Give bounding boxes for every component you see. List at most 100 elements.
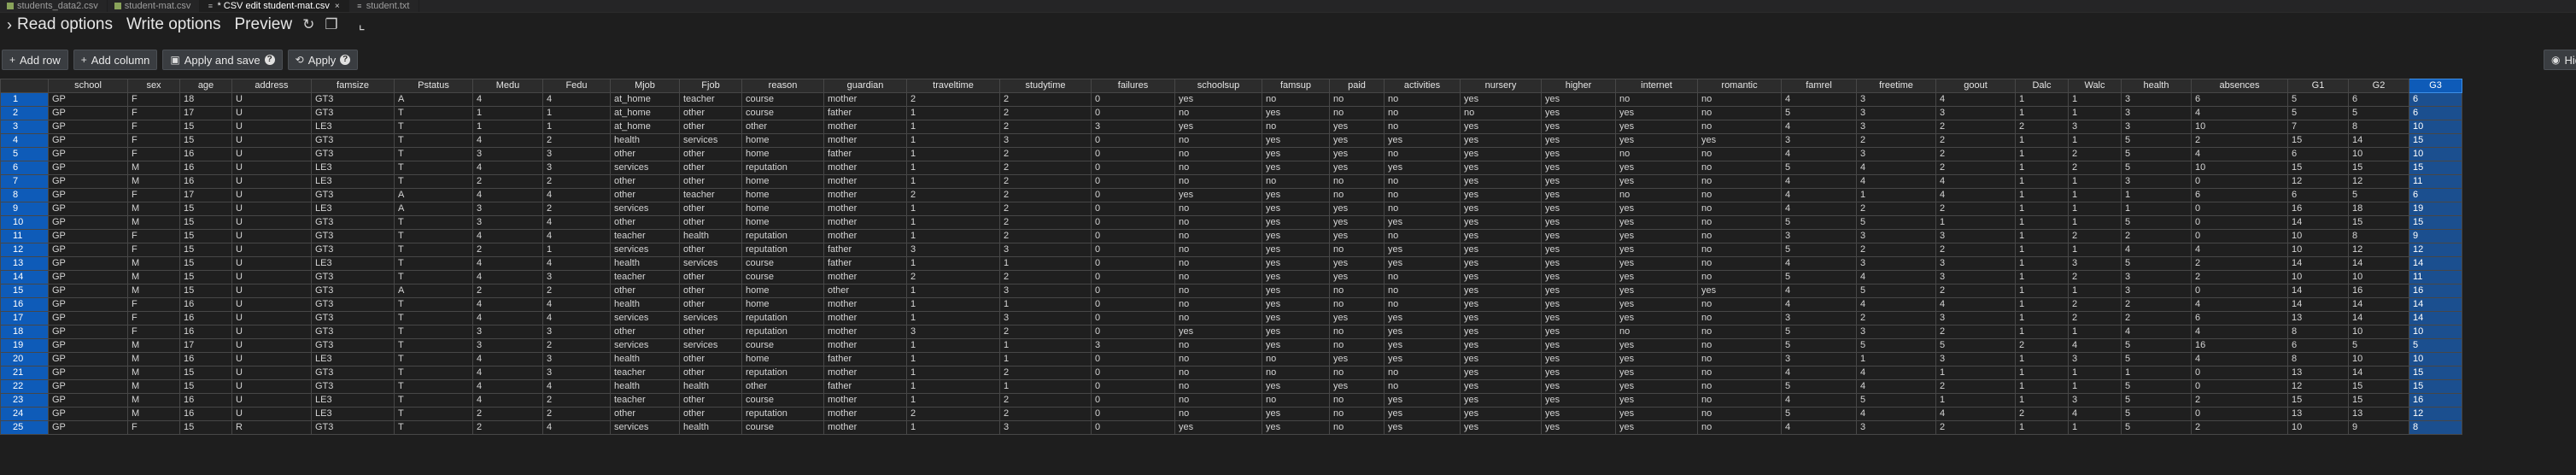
- table-cell[interactable]: T: [394, 215, 473, 230]
- table-cell[interactable]: U: [231, 311, 312, 325]
- table-cell[interactable]: 0: [1091, 243, 1175, 257]
- table-cell[interactable]: 2: [2121, 297, 2192, 312]
- table-cell[interactable]: 2: [1935, 133, 2016, 148]
- table-cell[interactable]: other: [679, 297, 742, 312]
- row-index-cell[interactable]: 21: [0, 366, 49, 380]
- table-cell[interactable]: no: [1174, 202, 1262, 216]
- table-cell[interactable]: 15: [179, 133, 232, 148]
- table-cell[interactable]: LE3: [311, 256, 395, 271]
- table-cell[interactable]: yes: [1329, 311, 1385, 325]
- table-cell[interactable]: 5: [2121, 256, 2192, 271]
- table-cell[interactable]: teacher: [610, 393, 680, 408]
- table-cell[interactable]: yes: [1615, 202, 1698, 216]
- table-cell[interactable]: M: [127, 174, 180, 189]
- table-cell[interactable]: other: [679, 325, 742, 339]
- table-cell[interactable]: 5: [2348, 338, 2409, 353]
- table-cell[interactable]: GP: [48, 270, 128, 284]
- table-cell[interactable]: no: [1384, 147, 1461, 161]
- table-cell[interactable]: yes: [1329, 215, 1385, 230]
- table-cell[interactable]: U: [231, 379, 312, 394]
- table-cell[interactable]: 1: [2015, 243, 2069, 257]
- table-cell[interactable]: 1: [906, 393, 1000, 408]
- table-cell[interactable]: 1: [906, 202, 1000, 216]
- table-cell[interactable]: yes: [1262, 202, 1330, 216]
- table-cell[interactable]: services: [679, 133, 742, 148]
- table-cell[interactable]: 1: [2068, 379, 2122, 394]
- table-cell[interactable]: teacher: [610, 229, 680, 243]
- table-cell[interactable]: teacher: [679, 92, 742, 107]
- table-cell[interactable]: yes: [1697, 284, 1782, 298]
- hide-button[interactable]: ◉ Hid: [2544, 50, 2576, 70]
- table-cell[interactable]: 17: [179, 188, 232, 202]
- table-cell[interactable]: yes: [1329, 120, 1385, 134]
- table-cell[interactable]: services: [610, 243, 680, 257]
- table-cell[interactable]: GT3: [311, 133, 395, 148]
- table-cell[interactable]: no: [1329, 243, 1385, 257]
- table-cell[interactable]: 3: [1935, 229, 2016, 243]
- table-cell[interactable]: yes: [1262, 188, 1330, 202]
- table-cell[interactable]: 0: [1091, 92, 1175, 107]
- row-index-cell[interactable]: 7: [0, 174, 49, 189]
- table-cell[interactable]: no: [1697, 215, 1782, 230]
- table-cell[interactable]: U: [231, 147, 312, 161]
- table-cell[interactable]: 2: [999, 202, 1092, 216]
- table-cell[interactable]: yes: [1460, 243, 1542, 257]
- table-cell[interactable]: yes: [1541, 202, 1616, 216]
- table-cell[interactable]: 11: [2409, 270, 2462, 284]
- table-cell[interactable]: 4: [542, 297, 611, 312]
- table-cell[interactable]: yes: [1384, 133, 1461, 148]
- table-cell[interactable]: 3: [2121, 120, 2192, 134]
- row-index-cell[interactable]: 23: [0, 393, 49, 408]
- column-header-romantic[interactable]: romantic: [1697, 79, 1782, 93]
- table-cell[interactable]: 5: [1856, 338, 1936, 353]
- table-cell[interactable]: 8: [2287, 325, 2349, 339]
- column-header-paid[interactable]: paid: [1329, 79, 1385, 93]
- table-cell[interactable]: 1: [2068, 106, 2122, 120]
- table-cell[interactable]: 1: [2068, 133, 2122, 148]
- table-cell[interactable]: 14: [2348, 311, 2409, 325]
- table-cell[interactable]: GP: [48, 352, 128, 367]
- table-cell[interactable]: 2: [906, 92, 1000, 107]
- table-cell[interactable]: yes: [1460, 284, 1542, 298]
- table-cell[interactable]: GT3: [311, 92, 395, 107]
- table-cell[interactable]: course: [741, 106, 824, 120]
- table-cell[interactable]: 16: [179, 297, 232, 312]
- table-cell[interactable]: M: [127, 215, 180, 230]
- table-cell[interactable]: 3: [1091, 338, 1175, 353]
- table-cell[interactable]: yes: [1541, 256, 1616, 271]
- table-cell[interactable]: 2: [2121, 229, 2192, 243]
- table-cell[interactable]: 0: [1091, 188, 1175, 202]
- table-cell[interactable]: R: [231, 420, 312, 435]
- table-cell[interactable]: yes: [1460, 366, 1542, 380]
- table-cell[interactable]: 3: [1856, 147, 1936, 161]
- table-cell[interactable]: 1: [2121, 188, 2192, 202]
- table-cell[interactable]: T: [394, 420, 473, 435]
- table-cell[interactable]: other: [679, 161, 742, 175]
- table-cell[interactable]: 3: [1935, 256, 2016, 271]
- table-cell[interactable]: no: [1174, 270, 1262, 284]
- table-cell[interactable]: 4: [1781, 92, 1857, 107]
- table-cell[interactable]: 3: [472, 202, 543, 216]
- table-cell[interactable]: 2: [999, 174, 1092, 189]
- table-cell[interactable]: 5: [2287, 92, 2349, 107]
- table-cell[interactable]: F: [127, 229, 180, 243]
- table-cell[interactable]: yes: [1541, 420, 1616, 435]
- table-cell[interactable]: health: [610, 379, 680, 394]
- table-cell[interactable]: GP: [48, 243, 128, 257]
- table-cell[interactable]: 14: [2409, 297, 2462, 312]
- table-cell[interactable]: 5: [2409, 338, 2462, 353]
- table-cell[interactable]: no: [1262, 120, 1330, 134]
- table-cell[interactable]: GT3: [311, 215, 395, 230]
- table-cell[interactable]: 4: [542, 215, 611, 230]
- table-cell[interactable]: 4: [2191, 243, 2288, 257]
- table-cell[interactable]: 2: [1935, 243, 2016, 257]
- table-cell[interactable]: yes: [1262, 420, 1330, 435]
- table-cell[interactable]: home: [741, 202, 824, 216]
- table-cell[interactable]: yes: [1541, 229, 1616, 243]
- table-cell[interactable]: 14: [2348, 297, 2409, 312]
- table-cell[interactable]: mother: [823, 325, 907, 339]
- table-cell[interactable]: services: [679, 256, 742, 271]
- table-cell[interactable]: 2: [472, 243, 543, 257]
- table-cell[interactable]: 7: [2287, 120, 2349, 134]
- table-cell[interactable]: 8: [2348, 229, 2409, 243]
